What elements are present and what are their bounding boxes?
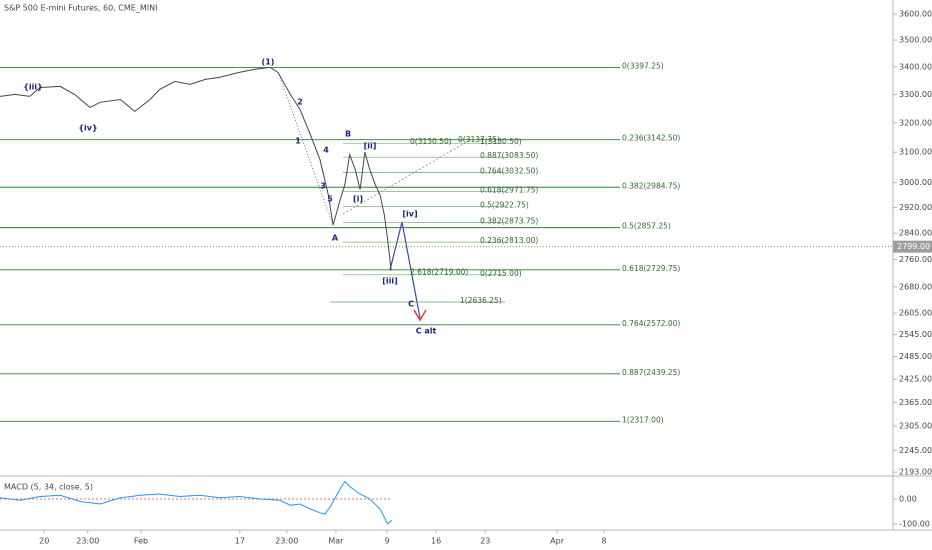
x-tick-label: 23:00 bbox=[275, 537, 298, 546]
x-tick-label: 20 bbox=[39, 537, 49, 546]
wave-label: 4 bbox=[323, 146, 329, 155]
y-tick-label: 2760.00 bbox=[899, 255, 932, 264]
y-tick-label: 2365.00 bbox=[899, 398, 932, 407]
y-tick-label: -100.00 bbox=[899, 520, 930, 529]
fib-label: 0.236(3142.50) bbox=[622, 134, 680, 143]
last-price-box bbox=[893, 240, 932, 253]
wave-label: C alt bbox=[416, 327, 437, 336]
y-tick-label: 3600.00 bbox=[899, 10, 932, 19]
x-tick-label: 17 bbox=[235, 537, 245, 546]
y-tick-label: 3500.00 bbox=[899, 36, 932, 45]
x-tick-label: 23 bbox=[480, 537, 490, 546]
fib-label: 0.5(2922.75) bbox=[480, 201, 529, 210]
wave-label: {iii} bbox=[23, 83, 43, 92]
y-tick-label: 2920.00 bbox=[899, 203, 932, 212]
price-line bbox=[0, 480, 393, 525]
y-tick-label: 2680.00 bbox=[899, 282, 932, 291]
x-tick-label: Mar bbox=[328, 537, 344, 546]
fib-label: 1(2317.00) bbox=[622, 415, 664, 424]
fib-label: 0.887(3083.50) bbox=[480, 151, 538, 160]
fib-label: 2.618(2719.00) bbox=[410, 267, 468, 276]
y-tick-label: 2840.00 bbox=[899, 229, 932, 238]
y-tick-label: 3100.00 bbox=[899, 148, 932, 157]
y-tick-label: 2425.00 bbox=[899, 375, 932, 384]
fib-label: 1(2636.25) bbox=[460, 296, 502, 305]
wave-label: B bbox=[345, 130, 351, 139]
last-price-label: 2799.00 bbox=[897, 242, 930, 251]
wave-label: [iv] bbox=[402, 210, 417, 219]
fib-label: 0(2715.00) bbox=[480, 269, 522, 278]
x-tick-label: 16 bbox=[431, 537, 441, 546]
trend-dashed-line bbox=[342, 139, 471, 215]
chart-title: S&P 500 E-mini Futures, 60, CME_MINI bbox=[4, 4, 157, 13]
price-line bbox=[0, 66, 392, 271]
fib-label: 0.764(3032.50) bbox=[480, 167, 538, 176]
y-tick-label: 0.00 bbox=[899, 495, 917, 504]
fib-label: 0.618(2971.75) bbox=[480, 185, 538, 194]
fib-label: 0.764(2572.00) bbox=[622, 319, 680, 328]
wave-label: (1) bbox=[262, 58, 275, 67]
wave-label: 1 bbox=[295, 137, 301, 146]
fib-label: 0(3397.25) bbox=[622, 62, 664, 71]
fib-label: 0(3137.75) bbox=[458, 135, 500, 144]
y-tick-label: 3400.00 bbox=[899, 62, 932, 71]
x-tick-label: Feb bbox=[134, 537, 148, 546]
y-tick-label: 2605.00 bbox=[899, 309, 932, 318]
fib-label: 0.887(2439.25) bbox=[622, 368, 680, 377]
wave-label: 2 bbox=[297, 98, 303, 107]
y-tick-label: 3200.00 bbox=[899, 118, 932, 127]
wave-label: {iv} bbox=[78, 124, 97, 133]
projection-arrow bbox=[413, 309, 427, 322]
y-tick-label: 3300.00 bbox=[899, 90, 932, 99]
wave-label: 5 bbox=[327, 195, 333, 204]
wave-label: 3 bbox=[320, 182, 326, 191]
x-tick-label: Apr bbox=[550, 537, 565, 546]
wave-label: C bbox=[408, 300, 414, 309]
wave-label: A bbox=[332, 234, 339, 243]
y-tick-label: 2545.00 bbox=[899, 330, 932, 339]
fib-label: 0.382(2873.75) bbox=[480, 216, 538, 225]
macd-title: MACD (5, 34, close, 5) bbox=[4, 483, 93, 492]
wave-label: [iii] bbox=[382, 277, 398, 286]
fib-label: 0.5(2857.25) bbox=[622, 222, 671, 231]
y-tick-label: 3000.00 bbox=[899, 178, 932, 187]
fib-label: 1(3130.50) bbox=[480, 137, 522, 146]
wave-label: [ii] bbox=[364, 142, 377, 151]
fib-label: 0.236(2813.00) bbox=[480, 236, 538, 245]
y-tick-label: 2485.00 bbox=[899, 352, 932, 361]
x-tick-label: 8 bbox=[602, 537, 607, 546]
y-tick-label: 2305.00 bbox=[899, 422, 932, 431]
fib-label: 0.382(2984.75) bbox=[622, 181, 680, 190]
x-tick-label: 9 bbox=[385, 537, 390, 546]
x-tick-label: 23:00 bbox=[76, 537, 99, 546]
fib-label: 0(3130.50) bbox=[410, 137, 452, 146]
wave-dotted-line bbox=[277, 71, 334, 226]
y-tick-label: 2245.00 bbox=[899, 446, 932, 455]
y-tick-label: 2193.00 bbox=[899, 468, 932, 477]
fib-label: 0.618(2729.75) bbox=[622, 264, 680, 273]
wave-label: [i] bbox=[353, 195, 363, 204]
